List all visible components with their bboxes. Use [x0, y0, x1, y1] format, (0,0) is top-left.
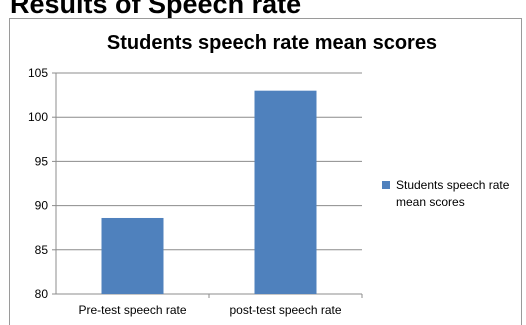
bars — [101, 90, 317, 295]
x-axis-tick-labels: Pre-test speech rate post-test speech rat… — [78, 303, 341, 317]
y-tick-label: 100 — [28, 110, 48, 124]
y-tick-label: 90 — [35, 199, 49, 213]
y-tick-label: 85 — [35, 243, 49, 257]
slide-heading: Results of Speech rate — [10, 0, 302, 19]
y-tick-label: 95 — [35, 154, 49, 168]
y-axis-tick-labels: 80 85 90 95 100 105 — [28, 66, 48, 301]
legend-swatch — [382, 181, 390, 189]
chart-title: Students speech rate mean scores — [107, 32, 437, 54]
legend-label: Students speech rate mean scores — [396, 178, 510, 209]
bar — [101, 217, 164, 294]
x-tick-label: post-test speech rate — [229, 303, 341, 317]
legend: Students speech rate mean scores — [382, 178, 510, 209]
y-tick-label: 105 — [28, 66, 48, 80]
y-tick-label: 80 — [35, 287, 49, 301]
x-tick-label: Pre-test speech rate — [78, 303, 186, 317]
bar — [254, 90, 317, 295]
